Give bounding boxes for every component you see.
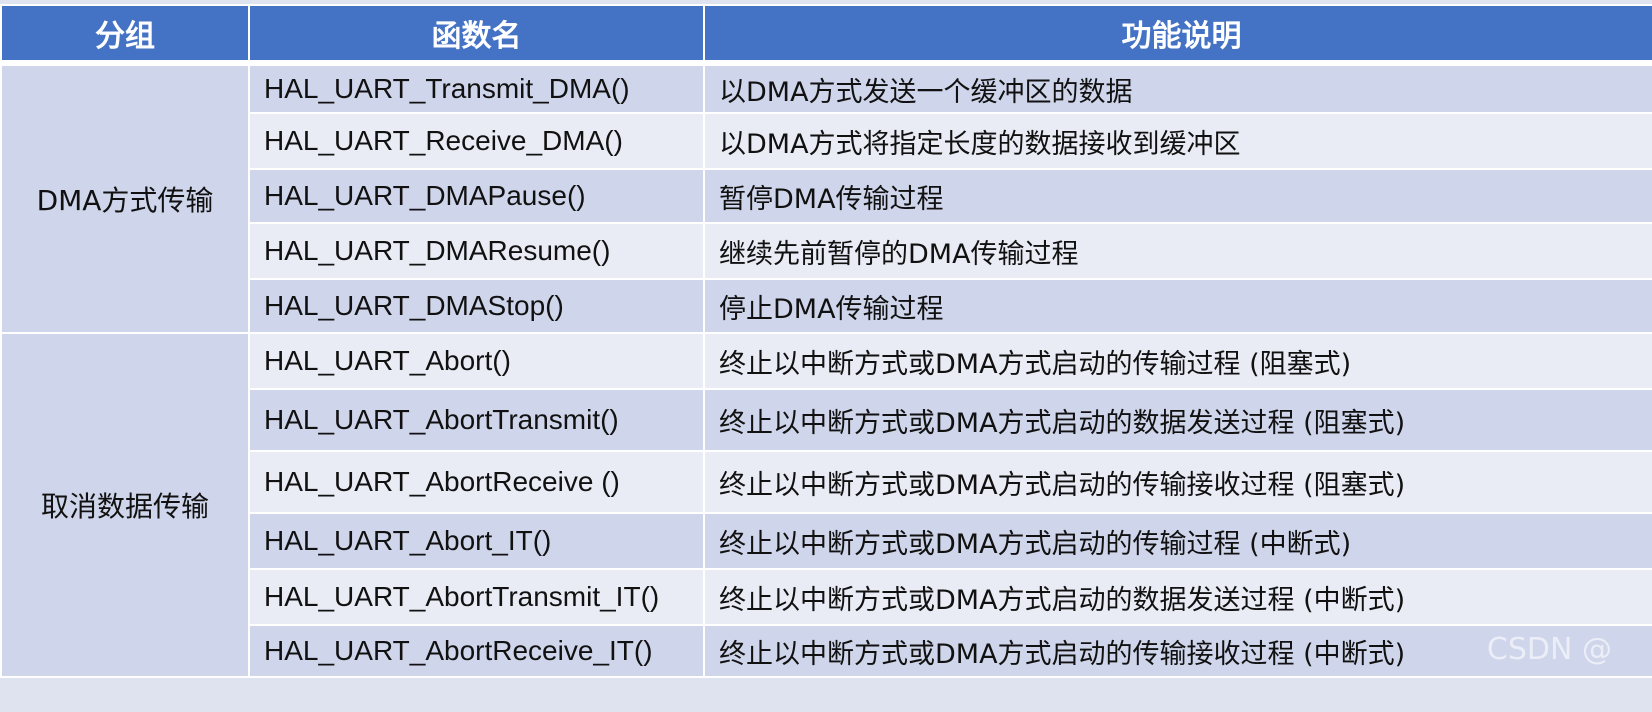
description-cell: 以DMA方式将指定长度的数据接收到缓冲区 <box>703 112 1652 170</box>
group-cell: DMA方式传输 <box>0 62 250 334</box>
description-cell: 终止以中断方式或DMA方式启动的数据发送过程 (中断式) <box>703 568 1652 626</box>
description-cell: 继续先前暂停的DMA传输过程 <box>703 222 1652 280</box>
description-cell: 终止以中断方式或DMA方式启动的传输接收过程 (阻塞式) <box>703 450 1652 514</box>
header-group: 分组 <box>0 4 250 66</box>
table-row: HAL_UART_DMAPause() 暂停DMA传输过程 <box>1 168 1652 224</box>
function-name-cell: HAL_UART_AbortReceive () <box>248 450 705 514</box>
function-name-cell: HAL_UART_AbortTransmit_IT() <box>248 568 705 626</box>
function-name-cell: HAL_UART_Transmit_DMA() <box>248 62 705 114</box>
description-cell: 停止DMA传输过程 <box>703 278 1652 334</box>
function-name-cell: HAL_UART_Abort_IT() <box>248 512 705 570</box>
function-name-cell: HAL_UART_DMAPause() <box>248 168 705 224</box>
description-cell: 终止以中断方式或DMA方式启动的传输过程 (中断式) <box>703 512 1652 570</box>
header-description: 功能说明 <box>703 4 1652 66</box>
description-cell: 终止以中断方式或DMA方式启动的传输过程 (阻塞式) <box>703 332 1652 390</box>
description-cell: 以DMA方式发送一个缓冲区的数据 <box>703 62 1652 114</box>
header-row: 分组 函数名 功能说明 <box>0 4 1652 66</box>
table-row: HAL_UART_AbortTransmit_IT() 终止以中断方式或DMA方式… <box>1 568 1652 626</box>
table-row: 取消数据传输 HAL_UART_Abort() 终止以中断方式或DMA方式启动的传输… <box>0 332 1652 678</box>
function-name-cell: HAL_UART_AbortTransmit() <box>248 388 705 452</box>
function-name-cell: HAL_UART_AbortReceive_IT() <box>248 624 705 678</box>
description-cell: 终止以中断方式或DMA方式启动的数据发送过程 (阻塞式) <box>703 388 1652 452</box>
function-name-cell: HAL_UART_DMAStop() <box>248 278 705 334</box>
table-row: HAL_UART_AbortReceive () 终止以中断方式或DMA方式启动的… <box>1 450 1652 514</box>
table-row: HAL_UART_DMAResume() 继续先前暂停的DMA传输过程 <box>1 222 1652 280</box>
header-function: 函数名 <box>248 4 705 66</box>
function-name-cell: HAL_UART_Receive_DMA() <box>248 112 705 170</box>
table-row: HAL_UART_Abort_IT() 终止以中断方式或DMA方式启动的传输过程 … <box>1 512 1652 570</box>
group-cell: 取消数据传输 <box>0 332 250 678</box>
description-cell: 终止以中断方式或DMA方式启动的传输接收过程 (中断式) <box>703 624 1652 678</box>
function-name-cell: HAL_UART_DMAResume() <box>248 222 705 280</box>
function-table: 分组 函数名 功能说明 DMA方式传输 HAL_UART_Transmit_DMA… <box>0 4 1652 678</box>
function-name-cell: HAL_UART_Abort() <box>248 332 705 390</box>
watermark: CSDN @ <box>1486 632 1612 667</box>
table-row: HAL_UART_AbortReceive_IT() 终止以中断方式或DMA方式启… <box>1 624 1652 678</box>
table-row: DMA方式传输 HAL_UART_Transmit_DMA() 以DMA方式发送一个… <box>0 62 1652 334</box>
table-row: HAL_UART_Receive_DMA() 以DMA方式将指定长度的数据接收到缓… <box>1 112 1652 170</box>
description-cell: 暂停DMA传输过程 <box>703 168 1652 224</box>
table-row: HAL_UART_AbortTransmit() 终止以中断方式或DMA方式启动的… <box>1 388 1652 452</box>
table-row: HAL_UART_DMAStop() 停止DMA传输过程 <box>1 278 1652 334</box>
